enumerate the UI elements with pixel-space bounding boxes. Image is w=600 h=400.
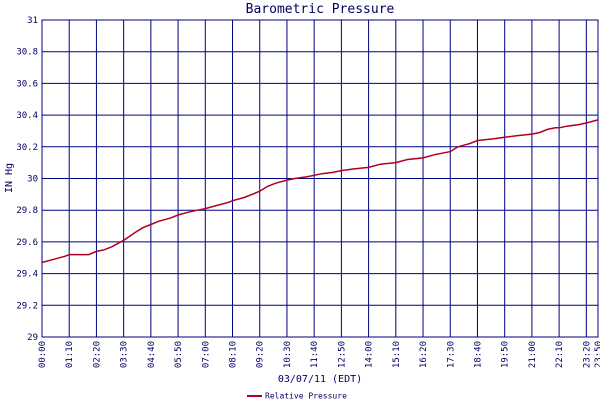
x-tick-label: 07:00 [201,341,211,368]
y-axis-label: IN Hg [4,163,15,193]
x-tick-label: 01:10 [65,341,75,368]
x-tick-label: 00:00 [38,341,48,368]
y-tick-label: 29.8 [16,206,38,216]
series-line-relative-pressure [41,119,599,264]
x-tick-label: 21:00 [528,341,538,368]
x-axis-label: 03/07/11 (EDT) [278,374,362,385]
y-tick-label: 29.6 [16,238,38,248]
x-tick-label: 10:30 [283,341,293,368]
x-tick-label: 02:20 [92,341,102,368]
x-tick-labels: 00:00 01:10 02:20 03:30 04:40 05:50 07:00 08:10… [38,341,600,368]
y-tick-label: 29 [27,333,38,343]
x-tick-label: 22:10 [555,341,565,368]
y-tick-label: 29.4 [16,270,38,280]
x-tick-label: 05:50 [174,341,184,368]
legend-label: Relative Pressure [265,392,347,400]
x-tick-label: 23:20 [582,341,592,368]
x-tick-label: 19:50 [501,341,511,368]
y-tick-label: 30 [27,175,38,185]
chart-title: Barometric Pressure [246,2,395,17]
x-tick-label: 14:00 [365,341,375,368]
x-tick-label: 04:40 [147,341,157,368]
y-tick-label: 30.2 [16,143,38,153]
y-tick-label: 30.6 [16,79,38,89]
x-tick-label: 12:50 [337,341,347,368]
grid-lines [41,19,599,338]
y-tick-label: 29.2 [16,301,38,311]
y-tick-label: 31 [27,16,38,26]
x-tick-label: 23:50 [594,341,600,368]
series-layer [41,119,599,264]
y-tick-label: 30.4 [16,111,38,121]
x-tick-label: 16:20 [419,341,429,368]
x-tick-label: 09:20 [256,341,266,368]
plot-border [41,19,599,338]
x-tick-label: 15:10 [392,341,402,368]
x-tick-label: 18:40 [473,341,483,368]
y-tick-labels: 29 29.2 29.4 29.6 29.8 30 30.2 30.4 30.6 30.8 31 [16,16,38,343]
x-tick-label: 03:30 [120,341,130,368]
x-tick-label: 17:30 [446,341,456,368]
x-tick-label: 08:10 [229,341,239,368]
y-tick-label: 30.8 [16,48,38,58]
x-tick-label: 11:40 [310,341,320,368]
